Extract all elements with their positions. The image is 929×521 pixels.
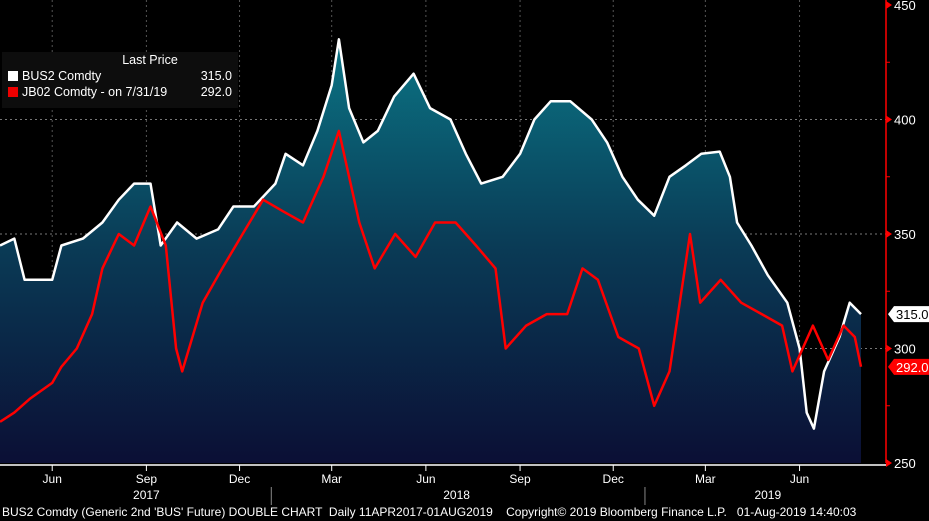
y-tick-marker — [886, 1, 892, 9]
x-year-label: 2017 — [133, 488, 160, 502]
y-tick-marker — [886, 230, 892, 238]
y-tick-label: 350 — [894, 227, 916, 242]
footer-timestamp: 01-Aug-2019 14:40:03 — [736, 505, 857, 519]
legend-value: 292.0 — [200, 85, 232, 99]
series-line-0 — [0, 38, 862, 430]
legend-extra: - on 7/31/19 — [100, 85, 168, 99]
legend-header: Last Price — [122, 53, 178, 67]
x-tick-label: Mar — [695, 472, 716, 486]
series-line-1 — [0, 129, 863, 423]
x-year-label: 2019 — [754, 488, 781, 502]
x-tick-label: Dec — [229, 472, 250, 486]
y-tick-label: 300 — [894, 342, 916, 357]
legend-item-bus2: BUS2 Comdty 315.0 — [2, 68, 238, 84]
x-year-label: 2018 — [443, 488, 470, 502]
footer-description: BUS2 Comdty (Generic 2nd 'BUS' Future) D… — [2, 505, 493, 519]
last-value-tag-1 — [888, 358, 929, 375]
y-tick-marker — [886, 459, 892, 467]
x-tick-label: Sep — [136, 472, 158, 486]
y-tick-label: 250 — [894, 456, 916, 471]
footer: BUS2 Comdty (Generic 2nd 'BUS' Future) D… — [2, 505, 856, 519]
legend-value: 315.0 — [200, 69, 232, 83]
legend-name: JB02 Comdty — [22, 85, 98, 99]
last-value-label-0: 315.0 — [896, 307, 929, 322]
last-value-label-1: 292.0 — [896, 360, 929, 375]
legend-item-jb02: JB02 Comdty - on 7/31/19 292.0 — [2, 84, 238, 100]
legend-swatch-red — [8, 87, 18, 97]
y-tick-marker — [886, 344, 892, 353]
last-value-tag-0 — [888, 306, 929, 323]
x-tick-label: Jun — [43, 472, 62, 486]
x-tick-label: Mar — [321, 472, 342, 486]
x-tick-label: Jun — [416, 472, 435, 486]
y-tick-marker — [886, 115, 892, 124]
series-area-0 — [0, 39, 861, 464]
legend: Last Price BUS2 Comdty 315.0 JB02 Comdty… — [2, 52, 238, 108]
y-tick-label: 450 — [894, 0, 916, 13]
x-tick-label: Jun — [790, 472, 809, 486]
price-chart: 250 300 350 400 450 Jun Sep Dec Mar Jun Sep Dec Mar J… — [0, 0, 929, 505]
legend-swatch-white — [8, 71, 18, 81]
x-tick-label: Sep — [509, 472, 531, 486]
x-tick-label: Dec — [603, 472, 624, 486]
legend-name: BUS2 Comdty — [22, 69, 102, 83]
footer-copyright: Copyright© 2019 Bloomberg Finance L.P. — [506, 505, 727, 519]
y-tick-label: 400 — [894, 113, 916, 128]
